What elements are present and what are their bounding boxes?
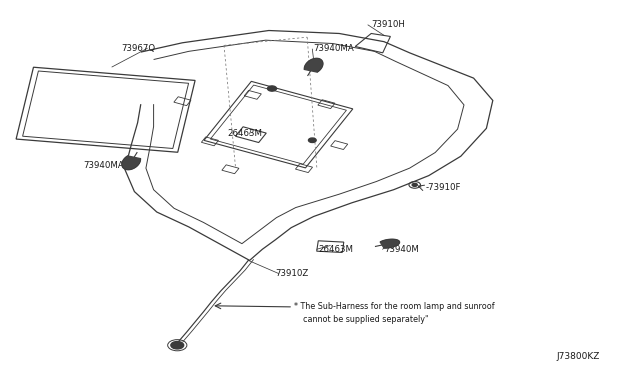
Circle shape <box>268 86 276 91</box>
Text: 73940MA: 73940MA <box>83 161 124 170</box>
Circle shape <box>308 138 316 142</box>
Text: 73910Z: 73910Z <box>275 269 308 278</box>
Polygon shape <box>122 156 140 170</box>
Text: 73940M: 73940M <box>384 245 419 254</box>
Text: 73940MA: 73940MA <box>314 44 355 53</box>
Circle shape <box>171 341 184 349</box>
Circle shape <box>412 183 417 186</box>
Text: 73967Q: 73967Q <box>122 44 156 53</box>
Text: cannot be supplied separately": cannot be supplied separately" <box>303 315 428 324</box>
Text: J73800KZ: J73800KZ <box>557 352 600 361</box>
Text: 73910H: 73910H <box>371 20 405 29</box>
Text: 26463M: 26463M <box>227 129 262 138</box>
Text: 26463M: 26463M <box>319 245 354 254</box>
Text: -73910F: -73910F <box>426 183 461 192</box>
Polygon shape <box>305 58 323 72</box>
Text: * The Sub-Harness for the room lamp and sunroof: * The Sub-Harness for the room lamp and … <box>294 302 495 311</box>
Polygon shape <box>380 239 399 248</box>
